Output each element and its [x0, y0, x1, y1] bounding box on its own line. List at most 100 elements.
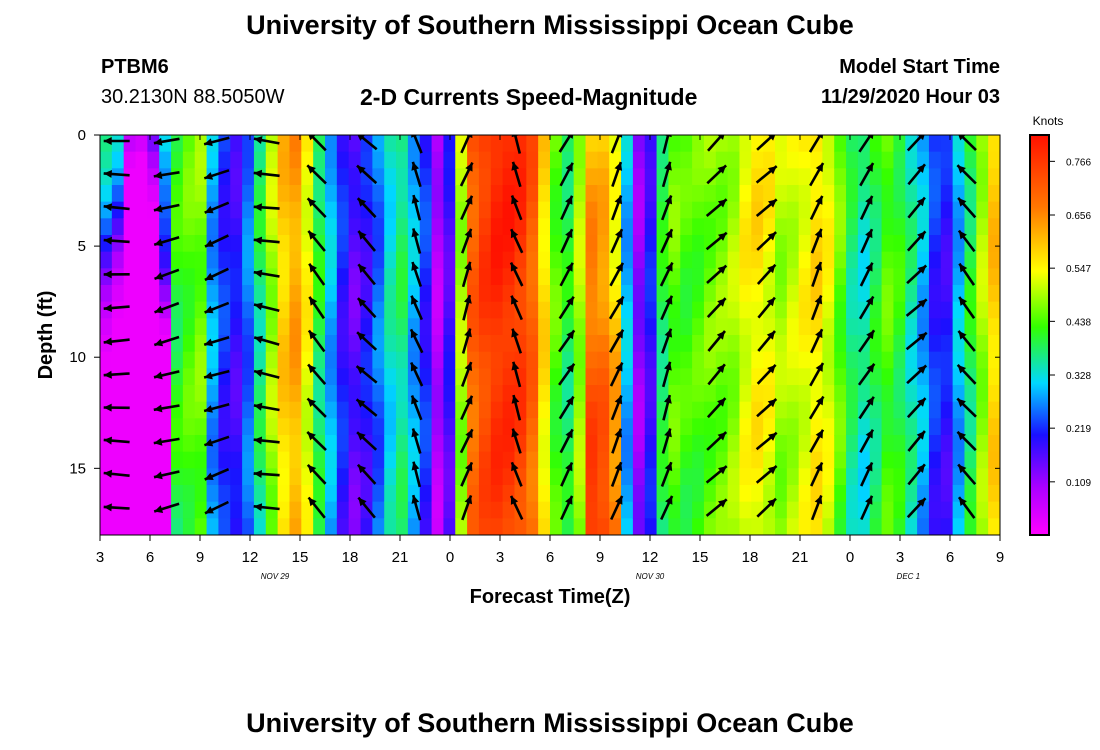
heatmap-cell	[431, 285, 445, 303]
heatmap-cell	[668, 268, 681, 286]
heatmap-cell	[490, 218, 504, 236]
heatmap-cell	[846, 185, 859, 203]
heatmap-cell	[348, 368, 362, 386]
heatmap-cell	[680, 185, 693, 203]
heatmap-cell	[775, 168, 788, 186]
heatmap-cell	[988, 235, 1000, 253]
heatmap-cell	[550, 468, 563, 486]
heatmap-cell	[194, 235, 208, 253]
current-vector-arrow	[204, 267, 229, 282]
heatmap-cell	[194, 151, 208, 169]
heatmap-cell	[182, 168, 196, 186]
current-vector-arrow	[809, 362, 825, 387]
chart-title: University of Southern Mississippi Ocean…	[246, 10, 854, 40]
heatmap-cell	[739, 151, 752, 169]
heatmap-cell	[111, 168, 125, 186]
heatmap-cell	[810, 151, 823, 169]
current-vector-arrow	[510, 228, 524, 254]
heatmap-cell	[893, 251, 906, 269]
heatmap-cell	[135, 401, 148, 419]
current-vector-arrow	[707, 330, 727, 352]
heatmap-cell	[407, 251, 421, 269]
heatmap-cell	[786, 251, 800, 269]
current-vector-arrow	[610, 461, 623, 487]
current-vector-arrow	[307, 230, 326, 252]
heatmap-cell	[396, 418, 409, 436]
heatmap-cell	[100, 518, 113, 535]
x-tick-label: 21	[792, 549, 809, 566]
heatmap-cell	[159, 185, 172, 203]
heatmap-cell	[182, 468, 196, 486]
heatmap-cell	[467, 501, 480, 519]
current-vector-arrow	[153, 370, 180, 380]
heatmap-cell	[301, 518, 314, 535]
heatmap-cell	[834, 485, 847, 503]
heatmap-cell	[609, 385, 622, 403]
heatmap-cell	[514, 268, 527, 286]
heatmap-cell	[632, 385, 646, 403]
heatmap-cell	[597, 401, 610, 419]
heatmap-cell	[964, 151, 977, 169]
heatmap-cell	[940, 401, 954, 419]
heatmap-cell	[609, 251, 622, 269]
heatmap-cell	[171, 168, 184, 186]
heatmap-cell	[455, 151, 468, 169]
current-vector-arrow	[661, 328, 673, 354]
heatmap-cell	[550, 251, 563, 269]
heatmap-cell	[573, 501, 587, 519]
heatmap-cell	[123, 268, 137, 286]
heatmap-cell	[940, 135, 954, 153]
heatmap-cell	[396, 501, 409, 519]
heatmap-cell	[976, 435, 989, 453]
heatmap-cell	[360, 218, 373, 236]
current-vector-arrow	[306, 464, 327, 485]
heatmap-cell	[514, 385, 527, 403]
heatmap-cell	[905, 351, 918, 369]
current-vector-arrow	[253, 470, 280, 478]
heatmap-cell	[419, 235, 433, 253]
colorbar	[1029, 134, 1050, 536]
heatmap-cell	[881, 335, 895, 353]
heatmap-cell	[182, 268, 196, 286]
heatmap-cell	[893, 418, 906, 436]
current-vector-arrow	[306, 164, 327, 185]
heatmap-cell	[940, 468, 954, 486]
heatmap-cell	[632, 418, 646, 436]
heatmap-cell	[632, 335, 646, 353]
heatmap-cell	[597, 168, 610, 186]
heatmap-cell	[325, 335, 338, 353]
heatmap-cell	[656, 418, 670, 436]
heatmap-cell	[727, 418, 741, 436]
heatmap-cell	[218, 418, 231, 436]
heatmap-cell	[277, 268, 291, 286]
heatmap-cell	[952, 201, 966, 219]
heatmap-cell	[242, 418, 255, 436]
heatmap-cell	[502, 201, 516, 219]
heatmap-cell	[360, 318, 373, 336]
heatmap-cell	[834, 518, 847, 535]
heatmap-cell	[964, 418, 977, 436]
heatmap-cell	[869, 335, 883, 353]
heatmap-cell	[135, 201, 148, 219]
x-tick-label: 18	[342, 549, 359, 566]
heatmap-cell	[621, 451, 634, 469]
heatmap-cell	[123, 201, 137, 219]
heatmap-cell	[692, 135, 705, 153]
heatmap-cell	[384, 151, 397, 169]
heatmap-cell	[822, 468, 835, 486]
heatmap-cell	[573, 318, 587, 336]
heatmap-cell	[301, 218, 314, 236]
x-tick-label: 21	[392, 549, 409, 566]
heatmap-cell	[218, 351, 231, 369]
heatmap-cell	[775, 285, 788, 303]
heatmap-cell	[727, 168, 741, 186]
heatmap-cell	[431, 451, 445, 469]
x-tick-label: 0	[846, 549, 854, 566]
heatmap-cell	[526, 335, 539, 353]
heatmap-cell	[905, 218, 918, 236]
heatmap-cell	[502, 235, 516, 253]
current-vector-arrow	[907, 196, 926, 219]
heatmap-cell	[277, 201, 291, 219]
heatmap-cell	[478, 285, 492, 303]
heatmap-cell	[336, 318, 350, 336]
